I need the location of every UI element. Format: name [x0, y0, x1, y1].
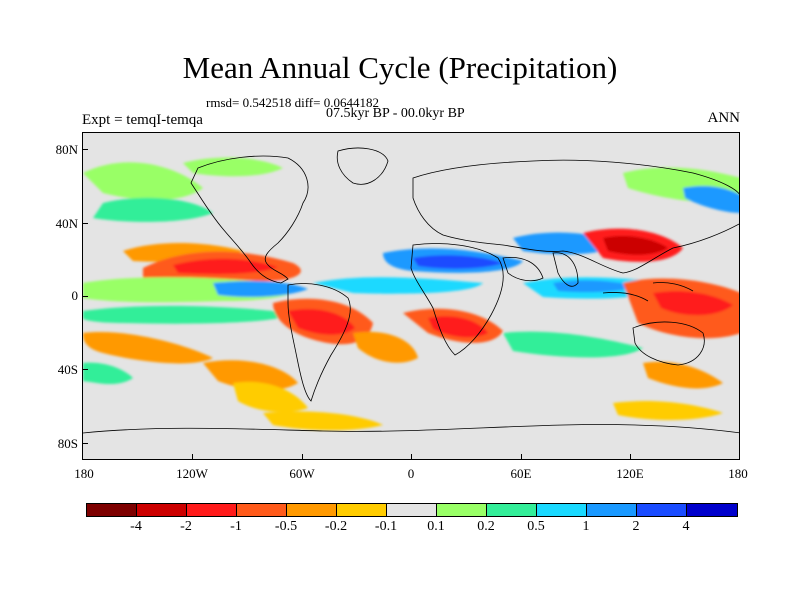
lon-tick-label: 120W	[176, 466, 208, 481]
lat-tick-label: 40S	[57, 362, 78, 377]
map-canvas	[83, 147, 739, 434]
colorbar	[86, 503, 738, 517]
lon-tick-mark	[192, 454, 193, 460]
lat-tick-label: 40N	[55, 216, 78, 231]
colorbar-label: -1	[230, 519, 242, 534]
lat-tick-label: 0	[71, 288, 79, 303]
colorbar-label: 2	[632, 519, 640, 534]
anomaly-region	[83, 362, 133, 385]
anomaly-region	[553, 280, 638, 293]
coastlines	[83, 147, 739, 434]
colorbar-label: -0.1	[374, 519, 398, 534]
lon-tick-label: 60W	[289, 466, 315, 481]
lon-tick-mark	[411, 454, 412, 460]
lon-tick-mark	[521, 454, 522, 460]
lon-tick-label: 60E	[510, 466, 532, 481]
lon-tick-label: 120E	[616, 466, 644, 481]
colorbar-swatch	[637, 504, 687, 516]
colorbar-swatch	[337, 504, 387, 516]
colorbar-label: 0.1	[427, 519, 445, 534]
colorbar-swatch	[187, 504, 237, 516]
lat-tick-mark	[82, 369, 88, 370]
lat-tick-mark	[82, 149, 88, 150]
lon-tick-mark	[302, 454, 303, 460]
anomaly-region	[183, 157, 283, 177]
colorbar-label: -2	[180, 519, 192, 534]
colorbar-label: 0.2	[477, 519, 495, 534]
colorbar-swatch	[237, 504, 287, 516]
anomaly-region	[263, 411, 383, 431]
lon-tick-label: 180	[728, 466, 748, 481]
anomaly-region	[653, 291, 733, 316]
colorbar-label: 0.5	[527, 519, 545, 534]
experiment-label: Expt = temqI-temqa	[82, 112, 203, 128]
anomaly-region	[683, 186, 739, 213]
colorbar-swatch	[537, 504, 587, 516]
colorbar-swatch	[387, 504, 437, 516]
colorbar-swatch	[287, 504, 337, 516]
season-label: ANN	[707, 110, 741, 126]
anomaly-region	[428, 316, 488, 338]
colorbar-label: 4	[682, 519, 690, 534]
anomaly-region	[93, 197, 213, 222]
anomaly-fields	[83, 157, 739, 431]
anomaly-region	[173, 258, 278, 275]
anomaly-region	[213, 281, 308, 297]
colorbar-label: -0.5	[274, 519, 298, 534]
anomaly-region	[288, 308, 355, 335]
anomaly-region	[83, 305, 293, 324]
lat-tick-mark	[82, 443, 88, 444]
rmsd-diff-stats: rmsd= 0.542518 diff= 0.0644182	[206, 95, 379, 110]
precipitation-map	[82, 132, 740, 460]
anomaly-region	[203, 360, 298, 391]
plot-title: Mean Annual Cycle (Precipitation)	[182, 50, 618, 85]
colorbar-swatch	[137, 504, 187, 516]
anomaly-region	[233, 381, 308, 413]
colorbar-label: 1	[582, 519, 590, 534]
colorbar-swatch	[87, 504, 137, 516]
anomaly-region	[413, 255, 503, 269]
anomaly-region	[353, 331, 418, 363]
anomaly-region	[503, 331, 643, 358]
anomaly-region	[313, 277, 483, 294]
lon-tick-mark	[630, 454, 631, 460]
colorbar-swatch	[437, 504, 487, 516]
lat-tick-mark	[82, 223, 88, 224]
colorbar-label: -4	[130, 519, 142, 534]
colorbar-swatch	[587, 504, 637, 516]
lat-tick-label: 80S	[57, 436, 78, 451]
colorbar-swatch	[487, 504, 537, 516]
lat-tick-label: 80N	[55, 142, 78, 157]
lon-tick-label: 0	[407, 466, 415, 481]
lon-tick-label: 180	[74, 466, 94, 481]
anomaly-region	[643, 361, 723, 389]
lat-tick-mark	[82, 296, 88, 297]
anomaly-region	[613, 401, 723, 420]
time-period-label: 07.5kyr BP - 00.0kyr BP	[326, 106, 465, 121]
anomaly-region	[603, 236, 668, 255]
anomaly-region	[83, 162, 203, 200]
colorbar-swatch	[687, 504, 737, 516]
colorbar-label: -0.2	[324, 519, 348, 534]
anomaly-region	[83, 332, 213, 364]
